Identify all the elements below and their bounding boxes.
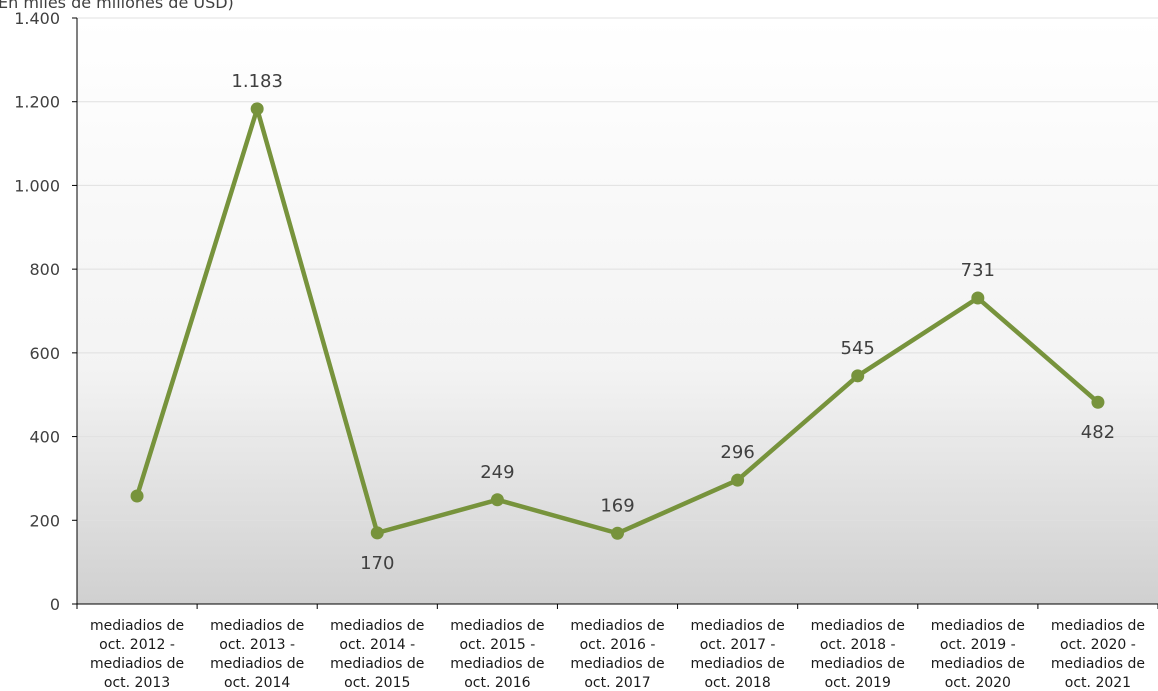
x-tick-label: mediadios de oct. 2015 -mediadios de oct. … xyxy=(450,618,544,691)
data-label: 296 xyxy=(720,442,754,463)
data-point xyxy=(731,473,745,487)
y-tick-label: 1.400 xyxy=(14,9,60,28)
data-labels: 1.183 170 249 169 296 545 731 482 xyxy=(231,71,1115,574)
data-point xyxy=(370,526,384,540)
y-tick-label: 600 xyxy=(29,344,60,363)
y-tick-label: 400 xyxy=(29,428,60,447)
data-label: 731 xyxy=(961,260,995,281)
data-point xyxy=(1091,395,1105,409)
data-point xyxy=(851,369,865,383)
data-point xyxy=(130,489,144,503)
x-tick-label: mediadios de oct. 2019 -mediadios de oct. … xyxy=(931,618,1025,691)
data-point xyxy=(971,291,985,305)
x-axis-ticks: mediadios de oct. 2012 -mediadios de oct. … xyxy=(76,604,1158,691)
x-tick-label: mediadios de oct. 2016 -mediadios de oct. … xyxy=(570,618,664,691)
data-label: 169 xyxy=(600,495,634,516)
x-tick-label: mediadios de oct. 2012 -mediadios de oct. … xyxy=(90,618,184,691)
data-point xyxy=(611,526,624,540)
data-point xyxy=(250,102,264,116)
series xyxy=(130,102,1105,540)
x-tick-label: mediadios de oct. 2014 -mediadios de oct. … xyxy=(330,618,424,691)
y-axis-ticks: 0 200 400 600 800 1.000 1.200 1.400 xyxy=(14,9,77,614)
y-tick-label: 1.200 xyxy=(14,93,60,112)
x-tick-label: mediadios de oct. 2018 -mediadios de oct. … xyxy=(811,618,905,691)
gridlines xyxy=(77,17,1158,521)
data-label: 482 xyxy=(1081,422,1115,443)
data-label: 1.183 xyxy=(231,71,283,92)
x-tick-label: mediadios de oct. 2017 -mediadios de oct. … xyxy=(691,618,785,691)
unit-note: En miles de millones de USD) xyxy=(0,0,234,12)
x-tick-label: mediadios de oct. 2020 -mediadios de oct. … xyxy=(1051,618,1145,691)
data-label: 170 xyxy=(360,553,394,574)
y-tick-label: 200 xyxy=(29,511,60,530)
data-point xyxy=(490,493,504,507)
y-tick-label: 1.000 xyxy=(14,176,60,195)
x-tick-label: mediadios de oct. 2013 -mediadios de oct. … xyxy=(210,618,304,691)
y-tick-label: 0 xyxy=(50,595,60,614)
data-label: 545 xyxy=(841,338,875,359)
data-label: 249 xyxy=(480,462,514,483)
y-tick-label: 800 xyxy=(29,260,60,279)
